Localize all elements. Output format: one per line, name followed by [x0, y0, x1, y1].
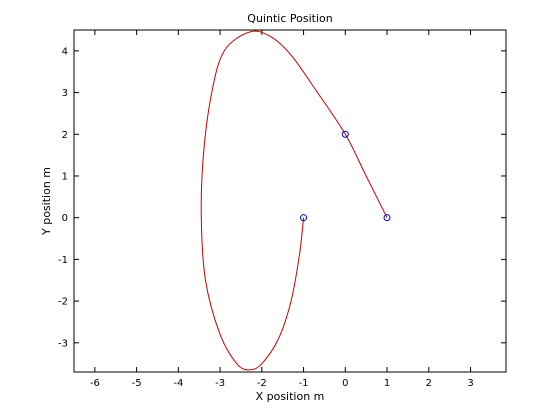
plot-area	[73, 29, 507, 373]
y-tick-label: -1	[58, 255, 68, 266]
series-layer	[200, 30, 391, 371]
y-tick-label: -2	[58, 297, 68, 308]
y-tick-label: 2	[62, 130, 68, 141]
x-tick-label: -6	[90, 378, 100, 389]
x-tick-label: -1	[299, 378, 309, 389]
y-tick-label: 3	[62, 88, 68, 99]
x-tick-label: 2	[426, 378, 432, 389]
x-axis-label: X position m	[256, 390, 325, 403]
x-tick-label: 3	[467, 378, 473, 389]
x-tick-label: -3	[215, 378, 225, 389]
ticks-layer: -6 -5 -4 -3 -2 -1 0 1 2 3 -3 -2 -1 0 1 2 3 4	[58, 30, 506, 389]
x-tick-label: -4	[173, 378, 183, 389]
waypoint-marker	[300, 214, 308, 222]
waypoint-marker	[383, 214, 391, 222]
chart-title: Quintic Position	[247, 12, 332, 25]
y-tick-label: 4	[62, 46, 68, 57]
waypoint-marker	[341, 130, 349, 138]
x-tick-label: -2	[257, 378, 267, 389]
y-tick-label: 1	[62, 171, 68, 182]
y-tick-label: -3	[58, 338, 68, 349]
trajectory-line	[200, 30, 388, 371]
y-tick-label: 0	[62, 213, 68, 224]
x-tick-label: 0	[342, 378, 348, 389]
x-tick-label: -5	[132, 378, 142, 389]
y-axis-label: Y position m	[40, 167, 53, 236]
x-tick-label: 1	[384, 378, 390, 389]
